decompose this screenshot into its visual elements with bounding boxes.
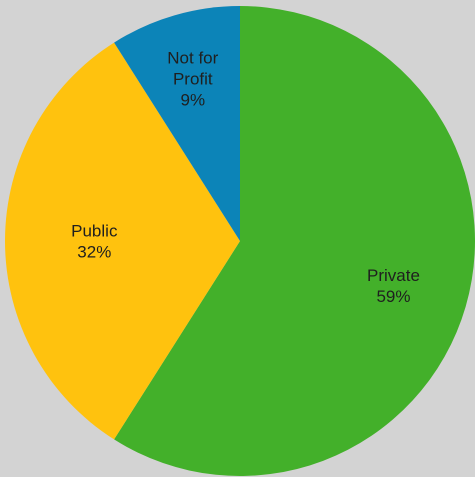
pie-label-not-for-profit: Not for Profit 9% — [167, 49, 218, 110]
pie-category-label: Not for — [167, 49, 218, 68]
pie-category-label: Private — [367, 266, 420, 285]
pie-value-label: 59% — [376, 287, 410, 306]
pie-slice-public — [4, 42, 240, 440]
pie-value-label: 32% — [77, 243, 111, 262]
pie-slice-not-for-profit — [114, 6, 240, 241]
pie-label-public: Public 32% — [71, 222, 118, 262]
pie-category-label: Profit — [173, 70, 213, 89]
pie-category-label: Public — [71, 222, 118, 241]
pie-value-label: 9% — [181, 91, 206, 110]
pie-label-private: Private 59% — [367, 266, 420, 306]
pie-slice-private — [114, 6, 475, 476]
